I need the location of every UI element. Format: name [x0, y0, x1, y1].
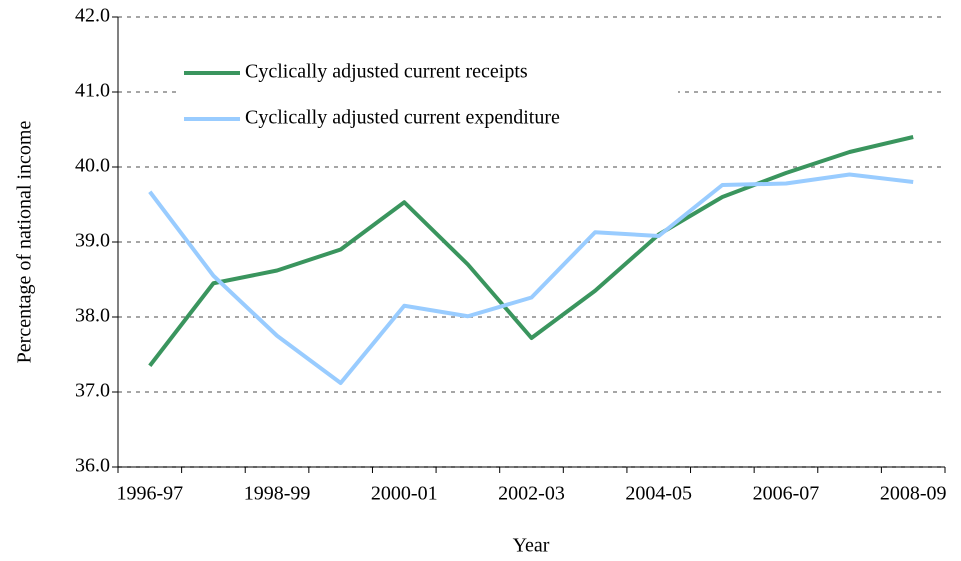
legend-label: Cyclically adjusted current expenditure	[245, 107, 560, 129]
x-tick-label: 1998-99	[244, 483, 311, 505]
y-axis-title: Percentage of national income	[14, 121, 36, 364]
x-tick-label: 2000-01	[371, 483, 438, 505]
legend-label: Cyclically adjusted current receipts	[245, 61, 528, 83]
y-tick-label: 40.0	[75, 155, 110, 177]
x-tick-label: 2006-07	[753, 483, 820, 505]
series-line	[148, 172, 914, 385]
y-tick-label: 41.0	[75, 80, 110, 102]
legend-box	[178, 52, 678, 142]
y-tick-label: 36.0	[75, 455, 110, 477]
x-tick-label: 1996-97	[116, 483, 183, 505]
x-axis-title: Year	[513, 535, 550, 557]
y-tick-label: 37.0	[75, 380, 110, 402]
y-tick-label: 42.0	[75, 5, 110, 27]
x-tick-label: 2004-05	[625, 483, 692, 505]
y-tick-label: 39.0	[75, 230, 110, 252]
y-tick-label: 38.0	[75, 305, 110, 327]
x-tick-label: 2008-09	[880, 483, 947, 505]
series-line	[148, 135, 914, 367]
x-tick-label: 2002-03	[498, 483, 565, 505]
